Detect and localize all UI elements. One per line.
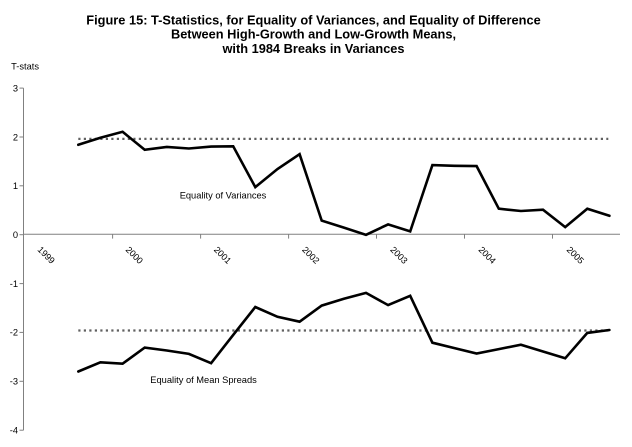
svg-text:Figure 15: T-Statistics, for E: Figure 15: T-Statistics, for Equality of…: [86, 13, 540, 28]
svg-text:3: 3: [13, 83, 18, 93]
svg-text:Equality of Mean Spreads: Equality of Mean Spreads: [150, 375, 257, 385]
svg-text:-4: -4: [10, 426, 18, 436]
svg-text:2: 2: [13, 132, 18, 142]
svg-text:with 1984 Breaks in Variances: with 1984 Breaks in Variances: [221, 41, 404, 56]
svg-text:-2: -2: [10, 328, 18, 338]
svg-text:-1: -1: [10, 279, 18, 289]
svg-text:0: 0: [13, 230, 18, 240]
svg-text:Equality of Variances: Equality of Variances: [180, 190, 267, 200]
svg-text:Between High-Growth and Low-Gr: Between High-Growth and Low-Growth Means…: [171, 27, 456, 42]
svg-text:-3: -3: [10, 377, 18, 387]
svg-text:1: 1: [13, 181, 18, 191]
svg-text:T-stats: T-stats: [11, 62, 39, 72]
